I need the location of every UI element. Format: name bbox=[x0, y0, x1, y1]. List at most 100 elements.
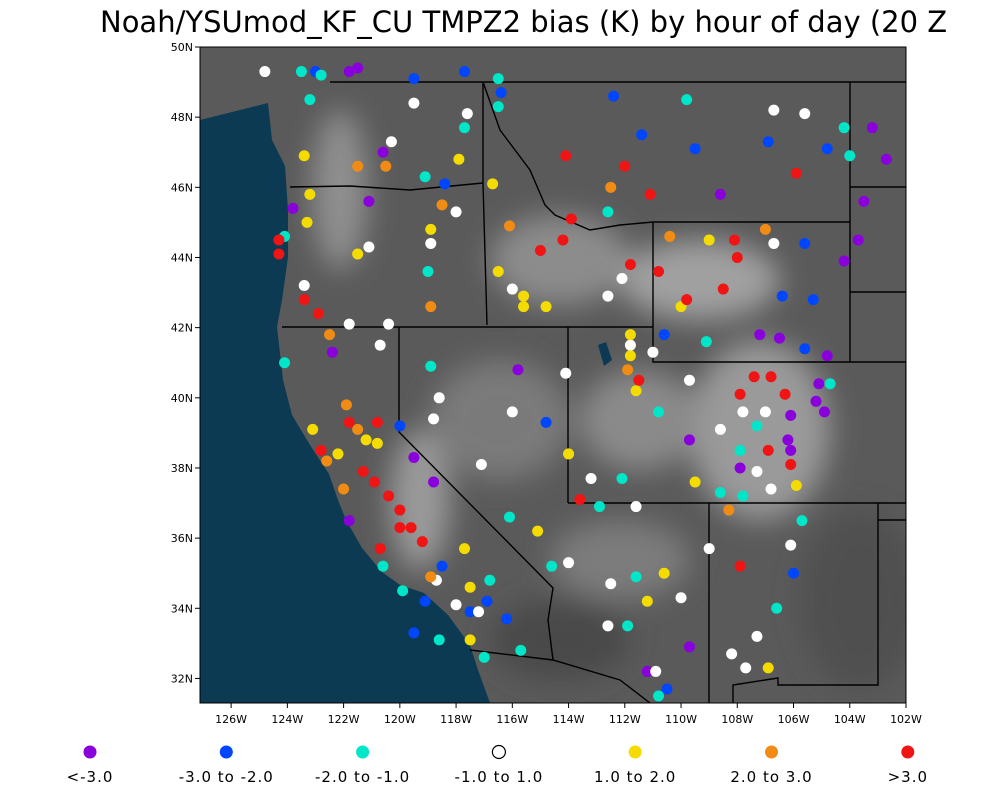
station-dot bbox=[714, 423, 726, 435]
station-dot bbox=[374, 543, 386, 555]
station-dot bbox=[866, 122, 878, 134]
y-tick-label: 40N bbox=[171, 392, 193, 405]
station-dot bbox=[321, 455, 333, 467]
y-tick-label: 36N bbox=[171, 532, 193, 545]
station-dot bbox=[383, 318, 395, 330]
legend-swatch bbox=[901, 745, 915, 759]
station-dot bbox=[492, 266, 504, 278]
station-dot bbox=[324, 329, 336, 341]
station-dot bbox=[363, 241, 375, 253]
station-dot bbox=[419, 171, 431, 183]
station-dot bbox=[360, 434, 372, 446]
station-dot bbox=[653, 266, 665, 278]
station-dot bbox=[630, 571, 642, 583]
station-dot bbox=[734, 462, 746, 474]
x-tick-label: 108W bbox=[721, 713, 753, 726]
station-dot bbox=[703, 543, 715, 555]
station-dot bbox=[751, 630, 763, 642]
station-dot bbox=[352, 248, 364, 260]
station-dot bbox=[818, 406, 830, 418]
station-dot bbox=[416, 536, 428, 548]
station-dot bbox=[641, 595, 653, 607]
borders bbox=[282, 81, 906, 703]
station-dot bbox=[394, 504, 406, 516]
station-dot bbox=[315, 444, 327, 456]
station-dot bbox=[782, 434, 794, 446]
station-dot bbox=[352, 160, 364, 172]
legend-swatch bbox=[491, 744, 506, 760]
station-dot bbox=[546, 560, 558, 572]
station-dot bbox=[459, 122, 471, 134]
station-dot bbox=[295, 66, 307, 78]
station-dot bbox=[799, 237, 811, 249]
station-dot bbox=[377, 560, 389, 572]
station-dot bbox=[675, 592, 687, 604]
station-dot bbox=[518, 290, 530, 302]
station-dot bbox=[734, 388, 746, 400]
station-dot bbox=[425, 571, 437, 583]
station-dot bbox=[602, 290, 614, 302]
station-dot bbox=[481, 595, 493, 607]
station-dot bbox=[630, 501, 642, 513]
station-dot bbox=[796, 515, 808, 527]
station-dot bbox=[852, 234, 864, 246]
station-dot bbox=[605, 181, 617, 193]
station-dot bbox=[405, 522, 417, 534]
y-tick-label: 34N bbox=[171, 602, 193, 615]
station-dot bbox=[312, 308, 324, 320]
station-dot bbox=[714, 188, 726, 200]
station-dot bbox=[419, 595, 431, 607]
station-dot bbox=[495, 87, 507, 99]
station-dot bbox=[450, 599, 462, 611]
station-dot bbox=[340, 399, 352, 411]
station-dot bbox=[768, 237, 780, 249]
station-dot bbox=[540, 416, 552, 428]
station-dot bbox=[821, 143, 833, 155]
station-dot bbox=[838, 255, 850, 267]
station-dot bbox=[439, 178, 451, 190]
station-dot bbox=[492, 101, 504, 113]
station-dot bbox=[307, 423, 319, 435]
station-dot bbox=[487, 178, 499, 190]
station-dot bbox=[428, 413, 440, 425]
station-dot bbox=[689, 476, 701, 488]
station-dot bbox=[563, 448, 575, 460]
station-dot bbox=[557, 234, 569, 246]
station-dot bbox=[492, 73, 504, 85]
station-dot bbox=[425, 237, 437, 249]
station-dot bbox=[723, 504, 735, 516]
station-dot bbox=[298, 150, 310, 162]
station-dot bbox=[304, 188, 316, 200]
station-dot bbox=[880, 153, 892, 165]
legend-swatch bbox=[83, 745, 97, 759]
station-dot bbox=[759, 406, 771, 418]
station-dot bbox=[858, 195, 870, 207]
x-tick-label: 106W bbox=[778, 713, 810, 726]
station-dot bbox=[408, 97, 420, 109]
station-dot bbox=[616, 472, 628, 484]
station-dot bbox=[799, 108, 811, 120]
station-dot bbox=[484, 574, 496, 586]
station-dot bbox=[622, 364, 634, 376]
station-dot bbox=[810, 395, 822, 407]
station-dot bbox=[762, 136, 774, 148]
station-dot bbox=[728, 234, 740, 246]
y-tick-label: 44N bbox=[171, 251, 193, 264]
x-tick-label: 118W bbox=[440, 713, 472, 726]
station-dot bbox=[768, 104, 780, 116]
station-dot bbox=[624, 350, 636, 362]
station-dot bbox=[453, 153, 465, 165]
axes: 126W 124W 122W 120W 118W 116W 114W 112W 110W 108W… bbox=[171, 41, 922, 726]
station-dot bbox=[425, 301, 437, 313]
station-dot bbox=[394, 522, 406, 534]
station-dot bbox=[731, 251, 743, 263]
station-dot bbox=[658, 567, 670, 579]
station-dot bbox=[790, 480, 802, 492]
station-dot bbox=[374, 339, 386, 351]
station-dot bbox=[799, 343, 811, 355]
station-dot bbox=[762, 444, 774, 456]
station-dot bbox=[422, 266, 434, 278]
station-dot bbox=[754, 329, 766, 341]
station-dot bbox=[459, 543, 471, 555]
station-dot bbox=[661, 683, 673, 695]
